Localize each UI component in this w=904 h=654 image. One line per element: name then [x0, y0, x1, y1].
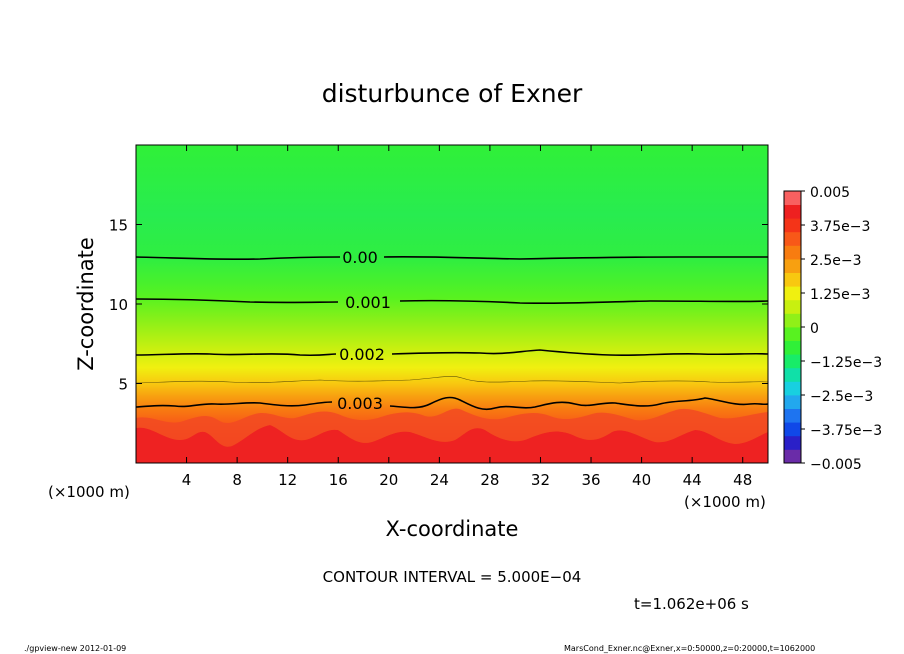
colorbar-swatch	[784, 313, 801, 328]
colorbar-swatch	[784, 286, 801, 301]
colorbar-swatch	[784, 340, 801, 355]
colorbar-label: 1.25e−3	[810, 287, 870, 303]
x-tick-label: 48	[733, 471, 752, 489]
x-tick-label: 20	[379, 471, 398, 489]
colorbar-label: −1.25e−3	[810, 355, 882, 371]
colorbar-label: 3.75e−3	[810, 219, 870, 235]
x-unit-right: (×1000 m)	[684, 493, 766, 511]
contour-label-2: 0.002	[339, 345, 385, 364]
colorbar-swatch	[784, 218, 801, 233]
x-axis-label: X-coordinate	[386, 517, 519, 541]
x-tick-label: 36	[581, 471, 600, 489]
contour-line-3	[136, 396, 768, 411]
x-axis-ticks: 4 8 12 16 20 24 28 32 36 40 44 48	[182, 145, 752, 489]
contour-label-3: 0.003	[337, 394, 383, 413]
x-tick-label: 12	[278, 471, 297, 489]
x-tick-label: 44	[683, 471, 702, 489]
colorbar-swatch	[784, 395, 801, 409]
colorbar-swatch	[784, 435, 801, 450]
contour-line-2	[136, 349, 768, 357]
x-tick-label: 8	[232, 471, 242, 489]
x-tick-label: 16	[329, 471, 348, 489]
colorbar-swatch	[784, 299, 801, 314]
colorbar	[783, 190, 802, 464]
colorbar-swatch	[784, 449, 801, 464]
colorbar-swatch	[784, 408, 801, 423]
x-unit-left: (×1000 m)	[48, 483, 130, 501]
colorbar-swatch	[784, 272, 801, 287]
x-tick-label: 4	[182, 471, 192, 489]
y-axis-ticks: 5 10 15	[109, 217, 768, 394]
peak-region	[136, 408, 768, 447]
time-text: t=1.062e+06 s	[634, 595, 749, 613]
colorbar-labels: 0.005 3.75e−3 2.5e−3 1.25e−3 0 −1.25e−3 −2.5e−…	[801, 185, 882, 473]
plot-area: 0.00 0.001 0.002 0.003	[136, 145, 768, 463]
colorbar-swatch	[784, 381, 801, 396]
contour-label-1: 0.001	[345, 293, 391, 312]
y-tick-label: 5	[118, 376, 128, 394]
x-tick-label: 24	[430, 471, 449, 489]
colorbar-swatch	[784, 422, 801, 437]
contour-label-0: 0.00	[342, 248, 378, 267]
contour-line-0	[136, 255, 768, 261]
colorbar-swatch	[784, 354, 801, 369]
y-tick-label: 10	[109, 296, 128, 314]
contour-line-minor	[136, 376, 768, 384]
contour-line-1	[136, 298, 768, 305]
high-value-region	[136, 425, 768, 463]
y-axis-label: Z-coordinate	[74, 237, 98, 371]
colorbar-label: −0.005	[810, 457, 862, 473]
x-tick-label: 28	[480, 471, 499, 489]
y-tick-label: 15	[109, 217, 128, 235]
colorbar-swatch	[784, 191, 801, 205]
colorbar-label: −2.5e−3	[810, 389, 873, 405]
colorbar-label: 2.5e−3	[810, 253, 862, 269]
footer-left: ./gpview-new 2012-01-09	[24, 644, 126, 653]
colorbar-swatch	[784, 245, 801, 260]
colorbar-swatch	[784, 327, 801, 341]
x-tick-label: 32	[531, 471, 550, 489]
chart-title: disturbunce of Exner	[322, 79, 583, 108]
colorbar-label: 0.005	[810, 185, 850, 201]
footer-right: MarsCond_Exner.nc@Exner,x=0:50000,z=0:20…	[564, 644, 815, 653]
colorbar-label: −3.75e−3	[810, 423, 882, 439]
contour-interval-text: CONTOUR INTERVAL = 5.000E−04	[323, 568, 582, 586]
colorbar-label: 0	[810, 321, 819, 337]
x-tick-label: 40	[632, 471, 651, 489]
colorbar-swatch	[784, 231, 801, 246]
colorbar-swatch	[784, 259, 801, 273]
colorbar-swatch	[784, 367, 801, 382]
colorbar-swatch	[784, 204, 801, 219]
